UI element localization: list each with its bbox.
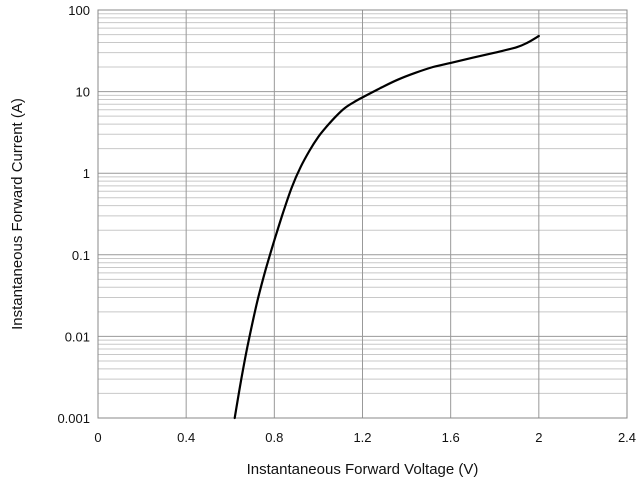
y-tick-labels: 0.001 0.01 0.1 1 10 100 <box>57 3 90 426</box>
x-tick-labels: 0 0.4 0.8 1.2 1.6 2 2.4 <box>94 430 636 445</box>
x-tick-label: 0.4 <box>177 430 195 445</box>
y-tick-label: 100 <box>68 3 90 18</box>
major-grid <box>97 9 628 419</box>
y-axis-label: Instantaneous Forward Current (A) <box>9 98 26 330</box>
x-tick-label: 1.6 <box>442 430 460 445</box>
x-tick-label: 2 <box>535 430 542 445</box>
x-axis-label: Instantaneous Forward Voltage (V) <box>247 461 479 478</box>
y-tick-label: 0.01 <box>65 329 90 344</box>
y-tick-label: 0.001 <box>57 411 90 426</box>
plot-area <box>97 9 628 419</box>
x-tick-label: 0 <box>94 430 101 445</box>
series-line <box>233 34 540 420</box>
y-tick-label: 0.1 <box>72 248 90 263</box>
x-tick-label: 0.8 <box>265 430 283 445</box>
y-tick-label: 10 <box>76 85 90 100</box>
y-tick-label: 1 <box>83 166 90 181</box>
x-tick-label: 1.2 <box>353 430 371 445</box>
x-tick-label: 2.4 <box>618 430 636 445</box>
